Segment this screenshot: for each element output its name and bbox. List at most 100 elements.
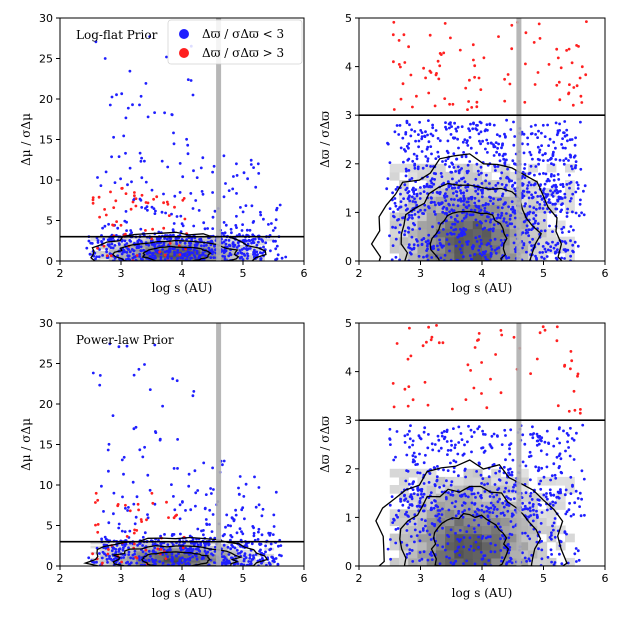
blue-point [454, 500, 458, 503]
blue-point [503, 490, 506, 494]
blue-point [473, 196, 477, 200]
blue-point [462, 191, 465, 195]
density-cell [172, 555, 183, 559]
red-point [482, 56, 486, 60]
blue-point [455, 190, 459, 194]
blue-point [475, 223, 479, 227]
density-cell [537, 476, 548, 486]
blue-point [158, 438, 162, 442]
blue-point [223, 231, 227, 235]
red-point [101, 561, 104, 565]
blue-point [454, 228, 458, 231]
blue-point [438, 203, 441, 207]
blue-point [540, 144, 543, 148]
blue-point [499, 512, 503, 515]
density-cell [482, 252, 492, 261]
density-cell [255, 240, 265, 244]
blue-point [456, 537, 459, 541]
blue-point [558, 552, 561, 556]
blue-point [492, 495, 496, 499]
blue-point [121, 495, 124, 499]
blue-point [524, 228, 528, 232]
blue-point [578, 491, 582, 495]
red-point [424, 76, 427, 80]
blue-point [265, 563, 268, 566]
density-cell [163, 551, 174, 555]
blue-point [504, 486, 507, 490]
red-point [91, 198, 95, 202]
density-cell [136, 561, 146, 565]
red-point [567, 47, 571, 51]
blue-point [146, 115, 150, 119]
blue-point [148, 388, 152, 391]
density-cell [555, 493, 566, 502]
blue-point [427, 433, 430, 436]
blue-point [578, 202, 582, 206]
blue-point [445, 555, 448, 559]
blue-point [104, 170, 108, 174]
blue-point [492, 145, 496, 149]
density-cell [182, 240, 192, 244]
density-cell [454, 476, 465, 486]
legend-blue-label: Δϖ / σΔϖ < 3 [202, 27, 284, 41]
blue-point [441, 210, 445, 214]
blue-point [232, 518, 236, 522]
blue-point [553, 517, 557, 520]
blue-point [513, 225, 517, 229]
blue-point [124, 151, 127, 155]
blue-point [394, 513, 398, 517]
blue-point [576, 187, 580, 190]
red-point [96, 246, 99, 250]
blue-point [454, 514, 458, 518]
blue-point [473, 253, 477, 256]
density-cell [408, 533, 419, 543]
red-point [427, 91, 431, 95]
density-cell [435, 212, 446, 222]
blue-point [119, 177, 122, 181]
blue-point [399, 192, 402, 196]
blue-point [528, 450, 532, 454]
blue-point [408, 445, 411, 449]
blue-point [411, 560, 415, 563]
y-tick-label: 4 [345, 61, 352, 74]
red-point [406, 404, 410, 408]
blue-point [419, 192, 422, 195]
blue-point [237, 244, 241, 248]
blue-point [509, 498, 513, 501]
red-point [109, 254, 113, 258]
blue-point [417, 133, 420, 137]
blue-point [459, 189, 462, 193]
blue-point [456, 204, 460, 208]
red-point [125, 535, 129, 538]
density-cell [435, 228, 446, 238]
blue-point [525, 187, 529, 190]
blue-point [492, 508, 496, 511]
blue-point [386, 177, 390, 181]
red-point [466, 108, 469, 111]
blue-point [252, 534, 256, 538]
red-point [94, 501, 97, 504]
blue-point [551, 230, 554, 234]
density-cell [127, 551, 137, 555]
density-cell [398, 533, 409, 543]
blue-point [509, 428, 513, 432]
blue-point [416, 462, 419, 466]
blue-point [136, 543, 140, 547]
blue-point [143, 159, 146, 163]
blue-point [407, 506, 411, 510]
blue-point [462, 562, 465, 565]
blue-point [568, 182, 571, 185]
density-cell [127, 563, 137, 566]
blue-point [534, 165, 538, 168]
blue-point [246, 257, 249, 260]
blue-point [489, 542, 493, 545]
density-cell [200, 557, 211, 561]
blue-point [122, 556, 125, 559]
blue-point [429, 132, 433, 136]
blue-point [256, 162, 260, 166]
red-point [437, 341, 441, 345]
blue-point [508, 452, 512, 456]
blue-point [469, 428, 473, 432]
y-axis-label: Δμ / σΔμ [19, 113, 33, 166]
blue-point [150, 239, 153, 243]
